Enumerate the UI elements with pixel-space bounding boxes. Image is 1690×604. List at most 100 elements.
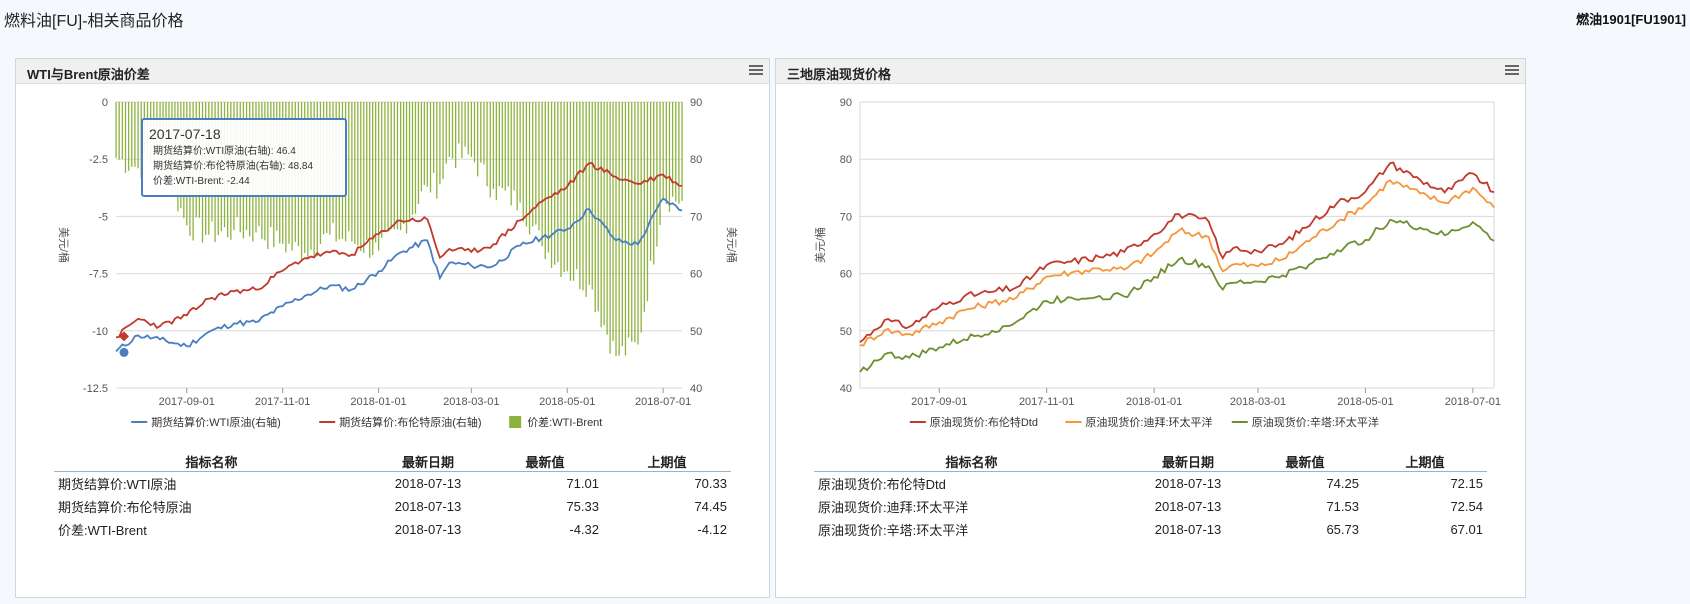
- bar-spread: [522, 102, 524, 222]
- bar-spread: [516, 102, 518, 211]
- panel-title: WTI与Brent原油价差: [27, 67, 150, 82]
- panel-wti-brent: WTI与Brent原油价差 0 -2.5 -5 -7.5 -10 -12.5 2017-09…: [15, 58, 770, 598]
- col-header: 指标名称: [54, 451, 369, 472]
- legend-label: 原油现货价:布伦特Dtd: [930, 415, 1038, 429]
- bar-spread: [606, 102, 608, 335]
- bar-spread: [597, 102, 599, 312]
- y-tick-label: -5: [98, 211, 108, 223]
- bar-spread: [408, 102, 411, 221]
- legend-label: 期货结算价:WTI原油(右轴): [151, 415, 281, 429]
- y-right-tick-label: 80: [690, 154, 702, 166]
- bar-spread: [461, 102, 463, 159]
- panel-header: WTI与Brent原油价差: [16, 59, 769, 84]
- bar-spread: [535, 102, 537, 225]
- bar-spread: [402, 102, 405, 224]
- table-header-row: 指标名称 最新日期 最新值 上期值: [814, 451, 1487, 472]
- bar-spread: [649, 102, 652, 261]
- bar-spread: [121, 102, 123, 160]
- cell-date: 2018-07-13: [394, 499, 462, 514]
- x-tick-label: 2018-07-01: [1445, 396, 1501, 408]
- bar-spread: [510, 102, 512, 206]
- col-header: 上期值: [603, 451, 731, 472]
- bar-spread: [414, 102, 417, 214]
- bar-spread: [118, 102, 120, 160]
- bar-spread: [480, 102, 482, 163]
- bar-spread: [369, 102, 371, 258]
- bar-spread: [544, 102, 546, 260]
- bar-spread: [455, 102, 457, 169]
- bar-spread: [665, 102, 667, 204]
- x-tick-label: 2018-01-01: [1126, 396, 1182, 408]
- cell-previous: 67.01: [1450, 522, 1483, 537]
- y-tick-label: 50: [840, 326, 852, 338]
- cell-latest: -4.32: [569, 522, 599, 537]
- bar-spread: [519, 102, 521, 203]
- bar-spread: [498, 102, 500, 187]
- panel-title: 三地原油现货价格: [787, 67, 892, 82]
- bar-spread: [532, 102, 534, 227]
- cell-latest: 71.01: [566, 476, 599, 491]
- x-tick-label: 2017-11-01: [1019, 396, 1074, 408]
- bar-spread: [504, 102, 506, 191]
- bar-spread: [131, 102, 133, 167]
- y-tick-label: 90: [840, 97, 852, 109]
- table-row: 价差:WTI-Brent 2018-07-13 -4.32 -4.12: [54, 518, 731, 541]
- bar-spread: [470, 102, 473, 157]
- bar-spread: [363, 102, 365, 253]
- cell-indicator: 期货结算价:布伦特原油: [58, 500, 192, 515]
- menu-icon[interactable]: [1505, 63, 1519, 77]
- bar-spread: [646, 102, 649, 302]
- bar-spread: [381, 102, 383, 238]
- x-tick-label: 2017-09-01: [911, 396, 967, 408]
- bar-spread: [643, 102, 645, 312]
- bar-spread: [372, 102, 374, 255]
- bar-spread: [615, 102, 617, 356]
- bar-spread: [351, 102, 353, 242]
- bar-spread: [612, 102, 614, 342]
- table-row: 期货结算价:WTI原油 2018-07-13 71.01 70.33: [54, 472, 731, 496]
- bar-spread: [357, 102, 359, 246]
- bar-spread: [390, 102, 392, 230]
- y-right-tick-label: 90: [690, 97, 702, 109]
- x-tick-label: 2017-09-01: [159, 396, 215, 408]
- y-tick-label: 40: [840, 383, 852, 395]
- bar-spread: [137, 102, 139, 169]
- y-right-tick-label: 50: [690, 326, 702, 338]
- bar-spread: [384, 102, 386, 232]
- bar-spread: [436, 102, 438, 199]
- y-tick-label: -7.5: [89, 269, 108, 281]
- hover-marker-brent: [119, 331, 129, 342]
- bar-spread: [634, 102, 636, 343]
- cell-indicator: 期货结算价:WTI原油: [58, 477, 177, 492]
- bar-spread: [621, 102, 623, 347]
- cell-previous: 74.45: [694, 499, 727, 514]
- bar-spread: [541, 102, 543, 247]
- bar-spread: [513, 102, 515, 191]
- bar-spread: [134, 102, 136, 167]
- col-header: 上期值: [1363, 451, 1487, 472]
- y-axis-label: 美元/桶: [813, 227, 827, 263]
- bar-spread: [124, 102, 127, 173]
- bar-spread: [442, 102, 444, 180]
- cell-date: 2018-07-13: [394, 522, 462, 537]
- bar-spread: [656, 102, 658, 247]
- bar-spread: [393, 102, 395, 230]
- y-tick-label: 80: [840, 154, 852, 166]
- bar-spread: [377, 102, 380, 251]
- bar-spread: [671, 102, 674, 197]
- bar-spread: [624, 102, 627, 356]
- menu-icon[interactable]: [749, 63, 763, 77]
- contract-label: 燃油1901[FU1901]: [1576, 12, 1686, 27]
- bar-spread: [550, 102, 553, 268]
- x-tick-label: 2018-01-01: [350, 396, 406, 408]
- cell-date: 2018-07-13: [1154, 522, 1222, 537]
- bar-spread: [429, 102, 432, 193]
- table-row: 期货结算价:布伦特原油 2018-07-13 75.33 74.45: [54, 495, 731, 518]
- bar-spread: [528, 102, 531, 235]
- y-tick-label: 60: [840, 269, 852, 281]
- series-line: [859, 179, 1495, 347]
- bar-spread: [579, 102, 581, 290]
- bar-spread: [507, 102, 509, 187]
- bar-spread: [538, 102, 540, 231]
- cell-indicator: 原油现货价:迪拜:环太平洋: [818, 500, 969, 515]
